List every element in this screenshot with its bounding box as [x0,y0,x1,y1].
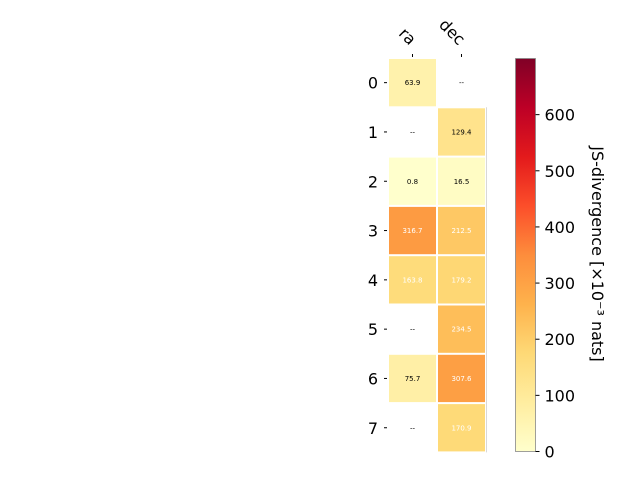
colorbar-tick-label: 200 [545,330,576,349]
heatmap-cell [438,108,485,156]
colorbar-tick-label: 500 [545,162,576,181]
cell-label: 234.5 [451,326,471,334]
heatmap-cell [438,157,485,205]
cell-label: 316.7 [402,227,422,235]
cell-label: 16.5 [454,178,470,186]
colorbar-label: JS-divergence [×10⁻³ nats] [588,145,607,361]
row-tick-label: 0 [368,74,378,93]
heatmap-cell [438,404,485,452]
cell-label: 307.6 [451,375,472,383]
heatmap-cell [438,305,485,353]
row-tick-label: 2 [368,172,378,191]
colorbar-tick-label: 100 [545,386,576,405]
row-tick-label: 4 [368,271,378,290]
colorbar-tick-label: 600 [545,106,576,125]
row-tick-label: 7 [368,419,378,438]
cell-label: 163.8 [402,276,422,284]
colorbar-tick-label: 300 [545,274,576,293]
heatmap-cell [389,157,436,205]
colorbar-tick-label: 0 [545,443,555,462]
heatmap-cell [438,354,485,403]
colorbar-tick-label: 400 [545,218,576,237]
cell-label: 63.9 [405,79,421,87]
cell-label: 0.8 [407,178,418,186]
cell-label: -- [410,326,416,334]
cell-label: 75.7 [405,375,421,383]
heatmap-cell [389,354,436,403]
cell-label: 179.2 [451,276,471,284]
cell-label: 212.5 [451,227,471,235]
cell-label: 170.9 [451,424,471,432]
colorbar-gradient [515,58,536,452]
heatmap-cell [438,206,485,255]
cell-label: -- [459,79,465,87]
heatmap-cell [438,256,485,304]
row-tick-label: 5 [368,320,378,339]
cell-label: -- [410,424,416,432]
heatmap-cell [389,59,436,107]
heatmap-grid: 63.9 -- -- 129.4 0.8 16.5 316.7 212.5 163.8 179.2… [389,59,487,453]
colorbar: 0 100 200 300 400 500 600 [515,58,576,462]
heatmap-cell [389,206,436,255]
cell-label: -- [410,128,416,136]
row-tick-label: 3 [368,222,378,241]
column-tick-label: ra [395,24,420,49]
cell-label: 129.4 [451,128,472,136]
row-tick-label: 6 [368,369,378,388]
column-tick-label: dec [435,15,469,49]
heatmap-cell [389,256,436,304]
row-tick-label: 1 [368,123,378,142]
